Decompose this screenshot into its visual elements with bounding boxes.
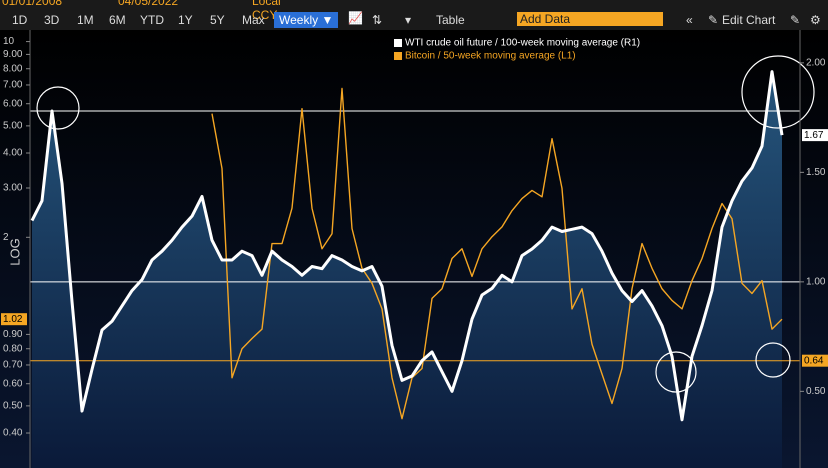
icon[interactable]: ✎: [790, 13, 801, 27]
end-date[interactable]: 04/05/2022: [118, 0, 179, 8]
y-tick-label: 0.60: [3, 378, 23, 389]
series-line: [30, 70, 784, 422]
legend-swatch: [394, 52, 402, 60]
range-button[interactable]: Max: [242, 13, 265, 27]
legend-label: WTI crude oil future / 100-week moving a…: [405, 38, 640, 49]
y-tick-label: 0.90: [3, 329, 23, 340]
y-tick-label: 0.40: [3, 428, 23, 439]
collapse[interactable]: «: [686, 13, 693, 27]
last-value-label-box: [1, 313, 27, 326]
reference-label: 0.64: [804, 355, 824, 366]
y-tick-label: 0.70: [3, 360, 23, 371]
range-button[interactable]: 5Y: [210, 13, 225, 27]
highlight-circle: [36, 86, 80, 130]
currency[interactable]: Local CCY: [252, 0, 281, 22]
last-value-label: 1.67: [804, 130, 824, 141]
highlight-circle: [755, 342, 791, 378]
toolbar: 01/01/2008 04/05/2022 Local CCY 1D 3D 1M 6M…: [0, 0, 828, 30]
y2-tick-label: 0.50: [806, 386, 826, 397]
last-value-label-box: [802, 129, 828, 142]
area-fill: [32, 71, 782, 468]
range-button[interactable]: 3D: [44, 13, 60, 27]
start-date[interactable]: 01/01/2008: [2, 0, 63, 8]
y-tick-label: 6.00: [3, 98, 23, 109]
chart-icon[interactable]: 📈: [348, 11, 363, 25]
y-axis-label: LOG: [7, 238, 22, 265]
y2-tick-label: 1.50: [806, 167, 826, 178]
tools-icon[interactable]: ⇅: [372, 13, 383, 27]
edit-chart[interactable]: Edit Chart: [722, 13, 776, 27]
y-tick-label: 3.00: [3, 183, 23, 194]
y-tick-label: 7.00: [3, 80, 23, 91]
range-button[interactable]: 1Y: [178, 13, 193, 27]
y2-tick-label: 2.00: [806, 57, 826, 68]
frequency[interactable]: Weekly ▼: [274, 12, 339, 28]
legend-swatch: [394, 39, 402, 47]
range-button[interactable]: YTD: [140, 13, 164, 27]
series-line: [211, 87, 783, 420]
highlight-circle: [655, 351, 697, 393]
menu-icon[interactable]: ▾: [405, 13, 412, 27]
y-tick-label: 9.00: [3, 49, 23, 60]
range-button[interactable]: 1D: [12, 13, 28, 27]
y-tick-label: 0.50: [3, 401, 23, 412]
highlight-circle: [741, 55, 815, 129]
add-data[interactable]: Add Data: [517, 12, 663, 26]
settings[interactable]: ⚙: [810, 13, 821, 27]
y-tick-label: 4.00: [3, 148, 23, 159]
range-button[interactable]: 6M: [109, 13, 126, 27]
y-tick-label: 5.00: [3, 121, 23, 132]
y-tick-label: 8.00: [3, 63, 23, 74]
last-value-label: 1.02: [3, 314, 23, 325]
legend-label: Bitcoin / 50-week moving average (L1): [405, 51, 576, 62]
y2-tick-label: 1.00: [806, 276, 826, 287]
edit-icon[interactable]: ✎: [708, 13, 719, 27]
range-button[interactable]: 1M: [77, 13, 94, 27]
y-tick-label: 0.80: [3, 343, 23, 354]
y-tick-label: 10: [3, 36, 15, 47]
reference-label-box: [802, 354, 828, 367]
y-tick-label: 2: [3, 232, 9, 243]
table-button[interactable]: Table: [436, 13, 465, 27]
